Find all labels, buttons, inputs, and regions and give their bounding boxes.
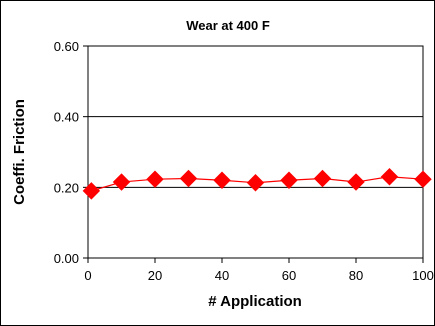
data-point bbox=[213, 171, 231, 189]
x-tick-label: 20 bbox=[148, 268, 162, 283]
y-tick-label: 0.20 bbox=[54, 180, 79, 195]
x-axis-ticks: 0 20 40 60 80 100 bbox=[84, 258, 434, 283]
data-point bbox=[146, 170, 164, 188]
x-tick-label: 60 bbox=[282, 268, 296, 283]
data-point bbox=[347, 173, 365, 191]
x-tick-label: 0 bbox=[84, 268, 91, 283]
x-axis-label: # Application bbox=[208, 293, 302, 310]
series-coefficient-friction bbox=[82, 168, 432, 200]
x-tick-label: 40 bbox=[215, 268, 229, 283]
x-tick-label: 80 bbox=[349, 268, 363, 283]
y-axis-ticks: 0.00 0.20 0.40 0.60 bbox=[54, 39, 88, 266]
data-point bbox=[414, 170, 432, 188]
chart-title: Wear at 400 F bbox=[186, 18, 270, 33]
data-point bbox=[313, 169, 332, 188]
data-point bbox=[112, 173, 131, 191]
x-tick-label: 100 bbox=[412, 268, 434, 283]
plot-area bbox=[87, 45, 424, 259]
data-point bbox=[82, 182, 101, 200]
y-tick-label: 0.00 bbox=[54, 251, 79, 266]
y-tick-label: 0.40 bbox=[54, 110, 79, 125]
y-tick-label: 0.60 bbox=[54, 39, 79, 54]
data-point bbox=[280, 171, 298, 189]
y-axis-label: Coeffi. Friction bbox=[11, 99, 28, 205]
data-point bbox=[179, 169, 198, 188]
data-point bbox=[380, 168, 399, 186]
data-point bbox=[246, 174, 265, 192]
